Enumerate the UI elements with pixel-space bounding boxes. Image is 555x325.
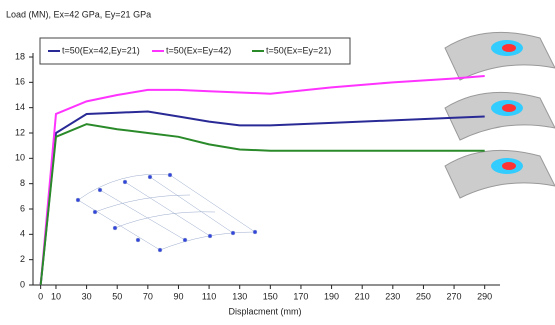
y-tick-label: 8	[20, 178, 25, 188]
legend-label: t=50(Ex=Ey=21)	[266, 45, 331, 55]
x-tick-label: 70	[143, 291, 153, 301]
y-tick-label: 2	[20, 254, 25, 264]
x-tick-label: 210	[355, 291, 370, 301]
x-tick-label: 10	[51, 291, 61, 301]
x-tick-label: 190	[324, 291, 339, 301]
x-axis-label: Displacment (mm)	[228, 306, 301, 316]
x-tick-label: 150	[263, 291, 278, 301]
series-line	[41, 111, 485, 285]
x-tick-label: 230	[385, 291, 400, 301]
x-tick-label: 130	[232, 291, 247, 301]
x-tick-label: 250	[416, 291, 431, 301]
series-line	[41, 76, 485, 285]
chart-title: Load (MN), Ex=42 GPa, Ey=21 GPa	[6, 9, 151, 19]
mesh-inset	[76, 173, 257, 252]
y-tick-label: 14	[15, 102, 25, 112]
y-tick-label: 4	[20, 229, 25, 239]
y-tick-label: 10	[15, 153, 25, 163]
legend-label: t=50(Ex=Ey=42)	[166, 45, 231, 55]
y-tick-label: 12	[15, 127, 25, 137]
chart: Load (MN), Ex=42 GPa, Ey=21 GPa Displacm…	[0, 0, 555, 320]
x-tick-label: 50	[112, 291, 122, 301]
x-tick-label: 90	[173, 291, 183, 301]
x-tick-label: 170	[293, 291, 308, 301]
shell-images	[445, 32, 555, 198]
x-tick-label: 270	[447, 291, 462, 301]
y-tick-label: 0	[20, 279, 25, 289]
page: {"chart_data": {"type": "line", "title":…	[0, 0, 555, 325]
y-tick-label: 6	[20, 203, 25, 213]
x-tick-label: 0	[38, 291, 43, 301]
legend-label: t=50(Ex=42,Ey=21)	[62, 45, 140, 55]
x-tick-label: 110	[202, 291, 216, 301]
x-tick-label: 30	[82, 291, 92, 301]
x-tick-label: 290	[477, 291, 492, 301]
y-tick-label: 16	[15, 77, 25, 87]
series-line	[41, 124, 485, 285]
y-tick-label: 18	[15, 51, 25, 61]
